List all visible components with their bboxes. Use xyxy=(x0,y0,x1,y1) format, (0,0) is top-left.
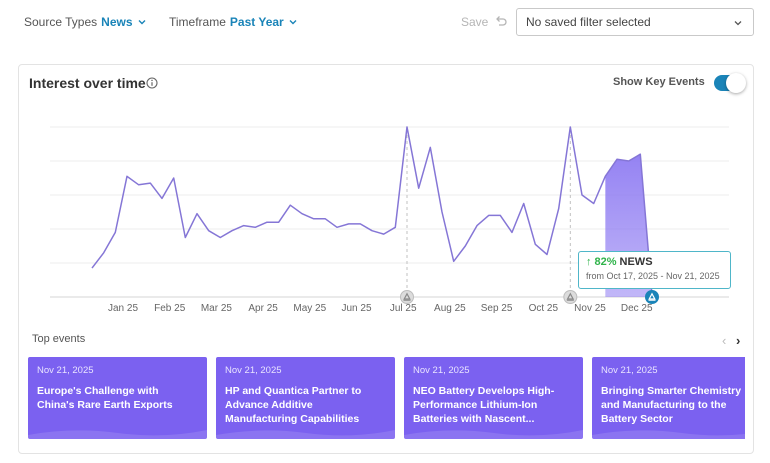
x-tick-label: Jan 25 xyxy=(108,303,138,314)
key-event-marker-icon[interactable] xyxy=(563,290,578,304)
info-icon[interactable] xyxy=(146,77,158,89)
wave-decoration-icon xyxy=(592,430,745,439)
event-card[interactable]: Nov 21, 2025 Europe's Challenge with Chi… xyxy=(28,357,207,439)
wave-decoration-icon xyxy=(216,430,395,439)
timeframe-label: Timeframe xyxy=(169,15,226,29)
carousel-next-button[interactable]: › xyxy=(736,333,741,348)
timeframe-filter[interactable]: Timeframe Past Year xyxy=(169,15,298,29)
saved-filter-select[interactable]: No saved filter selected xyxy=(516,8,754,36)
x-tick-label: Aug 25 xyxy=(434,303,466,314)
event-card[interactable]: Nov 21, 2025 Bringing Smarter Chemistry … xyxy=(592,357,745,439)
arrow-up-icon: ↑ xyxy=(586,256,592,268)
x-tick-label: Nov 25 xyxy=(574,303,606,314)
x-tick-label: Oct 25 xyxy=(529,303,559,314)
source-types-label: Source Types xyxy=(24,15,98,29)
chevron-down-icon xyxy=(289,20,297,25)
event-title: Bringing Smarter Chemistry and Manufactu… xyxy=(601,385,742,425)
tooltip-change: 82% xyxy=(594,256,617,268)
interest-chart[interactable]: Jan 25 Feb 25 Mar 25 Apr 25 May 25 Jun 25 Jul … xyxy=(19,65,755,327)
top-events-label: Top events xyxy=(32,333,86,345)
chevron-down-icon xyxy=(734,21,742,26)
undo-icon[interactable] xyxy=(494,14,508,28)
chevron-down-icon xyxy=(138,20,146,25)
key-event-marker-icon[interactable] xyxy=(400,290,414,304)
timeframe-value: Past Year xyxy=(229,15,284,29)
event-title: NEO Battery Develops High-Performance Li… xyxy=(413,385,555,425)
x-tick-label: Apr 25 xyxy=(248,303,278,314)
key-event-marker-icon[interactable] xyxy=(645,290,659,304)
series-line xyxy=(91,126,653,296)
event-title: Europe's Challenge with China's Rare Ear… xyxy=(37,385,173,411)
tooltip-source: NEWS xyxy=(619,256,653,268)
chart-tooltip: ↑ 82% NEWS from Oct 17, 2025 - Nov 21, 2… xyxy=(578,251,731,289)
saved-filter-value: No saved filter selected xyxy=(526,15,651,29)
event-date: Nov 21, 2025 xyxy=(225,365,282,376)
x-tick-label: Feb 25 xyxy=(154,303,186,314)
source-types-value: News xyxy=(101,15,133,29)
key-events-toggle[interactable] xyxy=(714,73,746,93)
event-date: Nov 21, 2025 xyxy=(37,365,94,376)
event-title: HP and Quantica Partner to Advance Addit… xyxy=(225,385,362,425)
toggle-knob xyxy=(726,73,746,93)
wave-decoration-icon xyxy=(28,430,207,439)
key-events-label: Show Key Events xyxy=(613,76,705,88)
x-tick-label: Jul 25 xyxy=(390,303,417,314)
x-tick-label: Jun 25 xyxy=(341,303,371,314)
wave-decoration-icon xyxy=(404,430,583,439)
save-button[interactable]: Save xyxy=(461,15,489,29)
x-tick-label: Mar 25 xyxy=(201,303,233,314)
top-events-carousel: Nov 21, 2025 Europe's Challenge with Chi… xyxy=(28,357,745,439)
interest-card: Interest over time Show Key Events Jan 2… xyxy=(18,64,754,454)
tooltip-range: from Oct 17, 2025 - Nov 21, 2025 xyxy=(586,271,720,281)
event-card[interactable]: Nov 21, 2025 HP and Quantica Partner to … xyxy=(216,357,395,439)
event-date: Nov 21, 2025 xyxy=(601,365,658,376)
x-tick-label: Sep 25 xyxy=(481,303,513,314)
filter-bar: Source Types News Timeframe Past Year Sa… xyxy=(0,0,770,44)
event-date: Nov 21, 2025 xyxy=(413,365,470,376)
carousel-prev-button[interactable]: ‹ xyxy=(722,333,727,348)
tooltip-header: ↑ 82% NEWS xyxy=(586,256,723,268)
x-tick-label: Dec 25 xyxy=(621,303,653,314)
event-card[interactable]: Nov 21, 2025 NEO Battery Develops High-P… xyxy=(404,357,583,439)
card-title: Interest over time xyxy=(29,75,146,91)
source-types-filter[interactable]: Source Types News xyxy=(24,15,147,29)
x-tick-label: May 25 xyxy=(293,303,326,314)
